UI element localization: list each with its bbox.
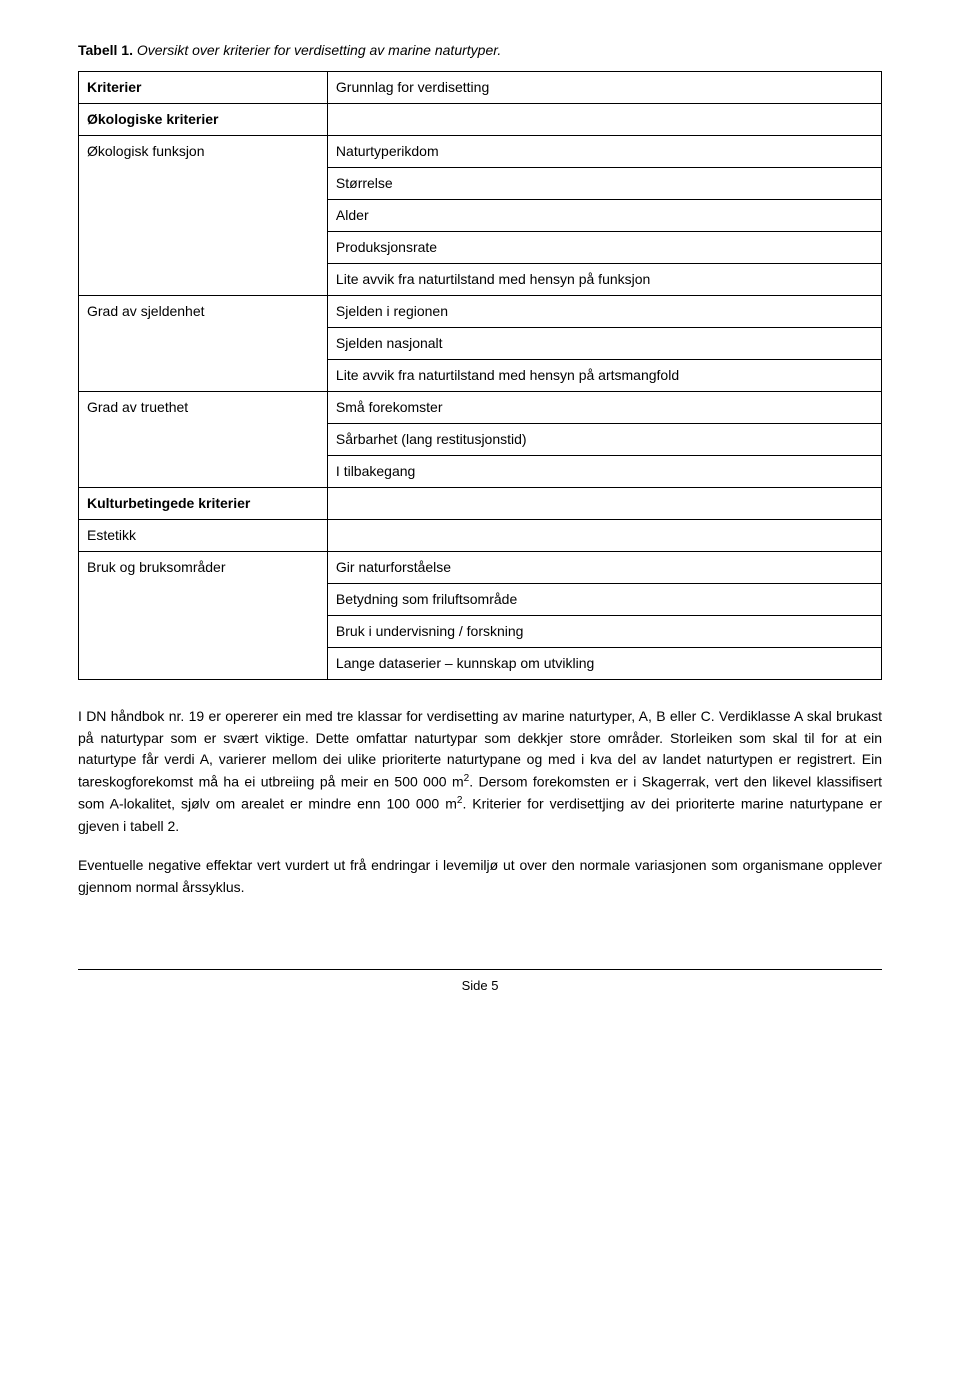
table-cell-right: Gir naturforståelse [327, 552, 881, 584]
caption-label: Tabell 1. [78, 42, 133, 58]
table-cell-right: I tilbakegang [327, 456, 881, 488]
table-cell-left: Bruk og bruksområder [79, 552, 328, 680]
table-row: Kulturbetingede kriterier [79, 488, 882, 520]
table-cell-right: Små forekomster [327, 392, 881, 424]
table-cell-right: Naturtyperikdom [327, 136, 881, 168]
page-footer: Side 5 [78, 969, 882, 996]
paragraph-2: Eventuelle negative effektar vert vurder… [78, 855, 882, 898]
table-cell-right [327, 104, 881, 136]
table-cell-right: Alder [327, 200, 881, 232]
table-cell-left: Grad av truethet [79, 392, 328, 488]
criteria-table: KriterierGrunnlag for verdisettingØkolog… [78, 71, 882, 680]
table-row: Grad av truethetSmå forekomster [79, 392, 882, 424]
table-row: Økologiske kriterier [79, 104, 882, 136]
table-cell-right: Lite avvik fra naturtilstand med hensyn … [327, 360, 881, 392]
table-cell-right: Grunnlag for verdisetting [327, 72, 881, 104]
table-row: Grad av sjeldenhetSjelden i regionen [79, 296, 882, 328]
table-cell-right: Sårbarhet (lang restitusjonstid) [327, 424, 881, 456]
table-cell-right [327, 520, 881, 552]
table-row: Økologisk funksjonNaturtyperikdom [79, 136, 882, 168]
table-cell-left: Kriterier [79, 72, 328, 104]
table-row: KriterierGrunnlag for verdisetting [79, 72, 882, 104]
table-cell-left: Økologiske kriterier [79, 104, 328, 136]
table-cell-right: Bruk i undervisning / forskning [327, 616, 881, 648]
table-cell-left: Grad av sjeldenhet [79, 296, 328, 392]
table-cell-left: Estetikk [79, 520, 328, 552]
table-cell-right: Betydning som friluftsområde [327, 584, 881, 616]
table-cell-right: Lite avvik fra naturtilstand med hensyn … [327, 264, 881, 296]
table-cell-left: Økologisk funksjon [79, 136, 328, 296]
table-row: Estetikk [79, 520, 882, 552]
table-row: Bruk og bruksområderGir naturforståelse [79, 552, 882, 584]
table-caption: Tabell 1. Oversikt over kriterier for ve… [78, 40, 882, 61]
table-cell-right: Produksjonsrate [327, 232, 881, 264]
table-cell-left: Kulturbetingede kriterier [79, 488, 328, 520]
table-cell-right: Sjelden nasjonalt [327, 328, 881, 360]
table-cell-right: Lange dataserier – kunnskap om utvikling [327, 648, 881, 680]
table-cell-right: Sjelden i regionen [327, 296, 881, 328]
table-cell-right [327, 488, 881, 520]
paragraph-1: I DN håndbok nr. 19 er opererer ein med … [78, 706, 882, 837]
table-cell-right: Størrelse [327, 168, 881, 200]
caption-text: Oversikt over kriterier for verdisetting… [133, 42, 501, 58]
